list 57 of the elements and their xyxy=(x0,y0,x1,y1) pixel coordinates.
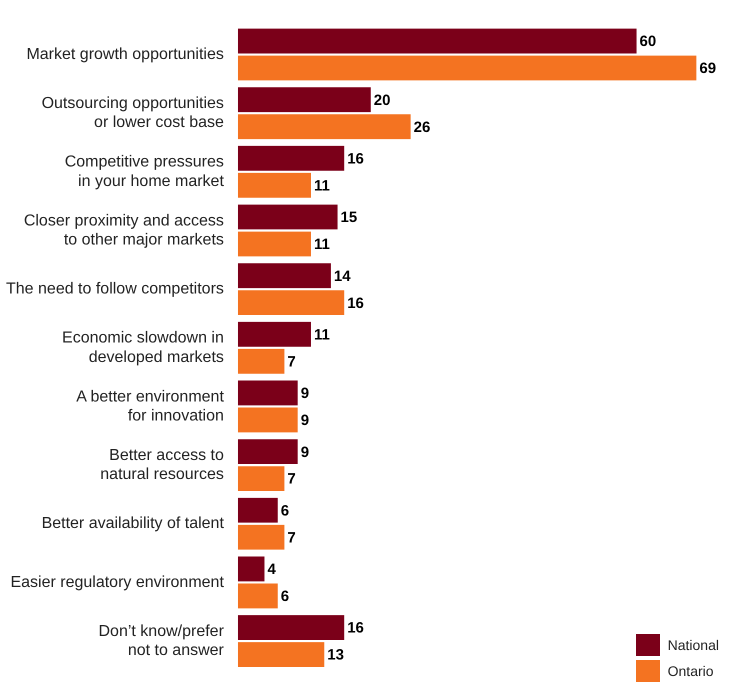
legend-label: National xyxy=(668,637,719,653)
bar xyxy=(238,114,411,140)
data-label: 9 xyxy=(300,444,310,461)
bar xyxy=(238,408,298,432)
bar xyxy=(238,615,344,640)
bar xyxy=(238,172,311,198)
bar xyxy=(238,56,696,80)
data-label: 15 xyxy=(340,209,358,226)
bar xyxy=(238,232,311,256)
y-tick-label: A better environment for innovation xyxy=(76,388,224,424)
data-label: 7 xyxy=(287,470,296,488)
data-label: 13 xyxy=(327,646,344,664)
y-tick-label: Don’t know/prefer not to answer xyxy=(98,622,225,660)
data-label: 7 xyxy=(287,353,296,370)
data-label: 6 xyxy=(280,588,290,606)
bar xyxy=(238,498,278,523)
bar xyxy=(238,204,338,230)
data-label: 16 xyxy=(347,150,364,168)
data-label: 16 xyxy=(347,294,364,312)
bar xyxy=(238,348,284,374)
data-label: 11 xyxy=(314,236,330,254)
bar xyxy=(238,642,324,667)
data-label: 14 xyxy=(334,268,352,285)
y-tick-label: Economic slowdown in developed markets xyxy=(62,330,224,366)
y-tick-label: Closer proximity and access to other major markets xyxy=(24,212,224,248)
y-tick-label: Market growth opportunities xyxy=(26,46,224,63)
y-tick-label: Outsourcing opportunities or lower cost base xyxy=(42,94,224,132)
data-label: 4 xyxy=(267,561,276,578)
y-tick-label: Better access to natural resources xyxy=(100,446,224,484)
data-label: 11 xyxy=(314,177,330,194)
data-label: 11 xyxy=(314,326,330,344)
y-tick-label: The need to follow competitors xyxy=(6,280,224,298)
bar xyxy=(238,380,298,406)
y-tick-label: Competitive pressures in your home market xyxy=(64,154,224,190)
y-tick-label: Easier regulatory environment xyxy=(10,574,224,591)
bar xyxy=(238,524,284,550)
data-label: 69 xyxy=(699,60,716,78)
bar xyxy=(238,290,344,316)
bar xyxy=(238,322,311,347)
bar xyxy=(238,87,371,112)
bar xyxy=(238,466,284,492)
bar xyxy=(238,439,298,464)
data-label: 6 xyxy=(280,502,290,520)
data-label: 20 xyxy=(374,92,390,109)
bar xyxy=(238,146,344,171)
data-label: 26 xyxy=(414,118,430,136)
bar xyxy=(238,583,278,608)
data-label: 9 xyxy=(300,412,310,430)
bar xyxy=(238,28,637,54)
data-label: 60 xyxy=(640,33,656,50)
legend-label: Ontario xyxy=(668,663,714,679)
data-label: 7 xyxy=(287,529,296,546)
data-label: 9 xyxy=(300,385,310,402)
bar xyxy=(238,556,264,582)
y-tick-label: Better availability of talent xyxy=(42,515,224,532)
bar xyxy=(238,263,331,288)
data-label: 16 xyxy=(347,620,364,637)
